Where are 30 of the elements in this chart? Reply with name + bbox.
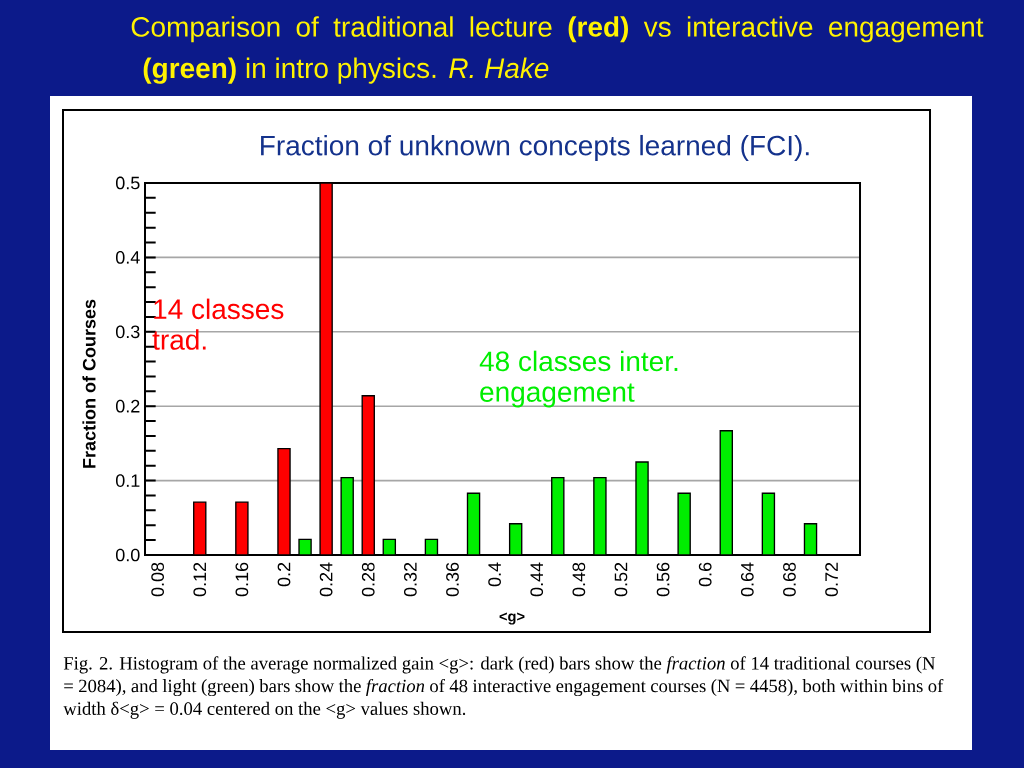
x-tick-label: 0.48 <box>572 562 586 597</box>
x-tick-label: 0.36 <box>446 562 459 597</box>
x-tick-label: 0.28 <box>361 562 375 597</box>
y-tick-label: 0.4 <box>115 251 140 264</box>
y-tick-label: 0.2 <box>115 399 140 413</box>
x-tick-label: 0.16 <box>235 562 249 597</box>
x-tick-label: 0.72 <box>825 562 838 597</box>
series-label: 48 classes inter. engagement <box>479 350 678 408</box>
y-tick-label: 0.1 <box>115 474 140 487</box>
text: Fig. 2. Histogram of the average normalized gain <g>: dark (red) bars show the fraction of 14 traditional courses (N = 2084), and light (green) bars show the fraction of 48 interactive engagement courses (N = 4458), both within bins of width δ<g> = 0.04 centered on the <g> values shown. <box>63 656 944 719</box>
chart-subtitle: Fraction of unknown concepts learned (FCI). <box>261 134 809 162</box>
y-tick-label: 0.5 <box>115 176 140 190</box>
x-tick-label: 0.12 <box>193 562 207 597</box>
x-tick-label: 0.68 <box>783 562 796 597</box>
y-tick-label: 0.3 <box>115 325 140 339</box>
y-axis-title: Fraction of Courses <box>82 299 96 468</box>
series-label: 14 classes trad. <box>152 298 284 350</box>
x-tick-label: 0.6 <box>698 562 712 587</box>
x-tick-label: 0.08 <box>151 562 164 597</box>
x-axis-title: <g> <box>499 612 525 625</box>
x-tick-label: 0.64 <box>740 562 754 597</box>
x-tick-label: 0.2 <box>277 562 291 587</box>
chart-title: Comparison of traditional lecture (red) vs interactive engagement (green) in intro physics. R. Hake <box>131 16 984 84</box>
x-tick-label: 0.52 <box>614 562 628 597</box>
x-tick-label: 0.56 <box>656 562 670 597</box>
x-tick-label: 0.24 <box>319 562 333 597</box>
x-tick-label: 0.4 <box>488 562 501 587</box>
x-tick-label: 0.44 <box>530 562 544 597</box>
x-tick-label: 0.32 <box>403 562 417 597</box>
y-tick-label: 0.0 <box>115 548 140 562</box>
